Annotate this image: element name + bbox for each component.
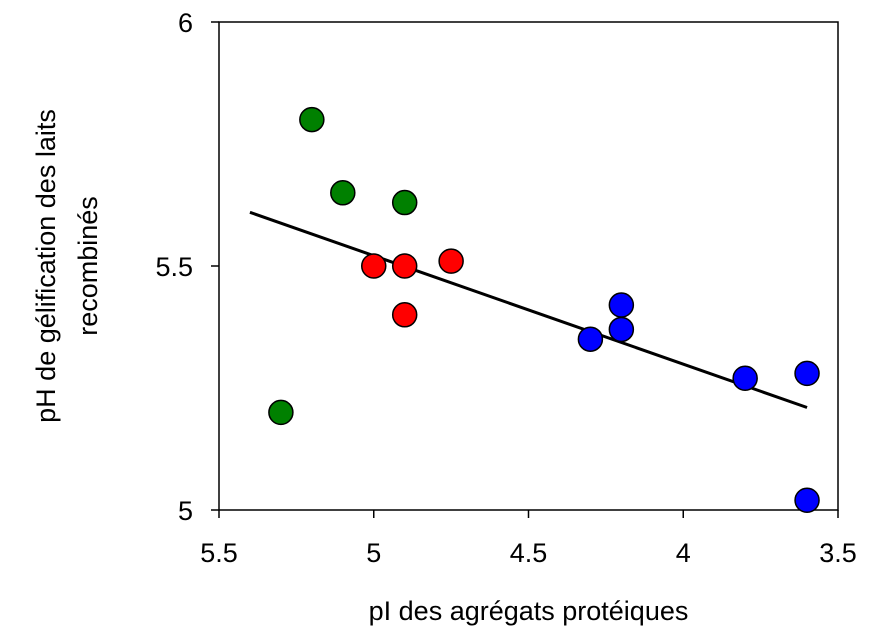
x-tick-label: 5	[366, 538, 381, 568]
axis-ticks: 5.5 5 4.5 4 3.555.56	[155, 8, 856, 568]
y-axis-title-line: recombinés	[73, 196, 103, 336]
plot-frame	[218, 21, 839, 511]
x-tick-label: 3.5	[819, 538, 857, 568]
y-tick-label: 5.5	[155, 252, 193, 282]
data-point	[794, 360, 820, 387]
data-point	[391, 253, 418, 279]
data-point	[391, 302, 418, 328]
data-point	[330, 180, 356, 206]
trendline	[249, 210, 808, 409]
data-point	[299, 106, 325, 133]
x-tick-label: 4	[676, 538, 691, 568]
x-axis-title: pI des agrégats protéiques	[369, 596, 689, 626]
data-point	[268, 399, 294, 426]
y-axis-title-line: pH de gélification des laits	[31, 109, 61, 423]
data-point	[391, 189, 418, 216]
data-point	[608, 316, 635, 343]
y-tick-label: 6	[178, 8, 193, 38]
data-point	[438, 248, 464, 274]
y-tick-label: 5	[178, 496, 193, 526]
x-tick-label: 4.5	[510, 538, 548, 568]
data-point	[577, 326, 604, 352]
data-point	[794, 487, 820, 513]
y-axis-title: pH de gélification des laits recombinés	[31, 109, 103, 423]
x-tick-label: 5.5	[200, 538, 238, 568]
trendline-group	[249, 210, 808, 409]
data-point	[608, 292, 635, 318]
data-point	[361, 253, 387, 279]
data-point	[732, 365, 758, 391]
data-points	[268, 106, 820, 513]
